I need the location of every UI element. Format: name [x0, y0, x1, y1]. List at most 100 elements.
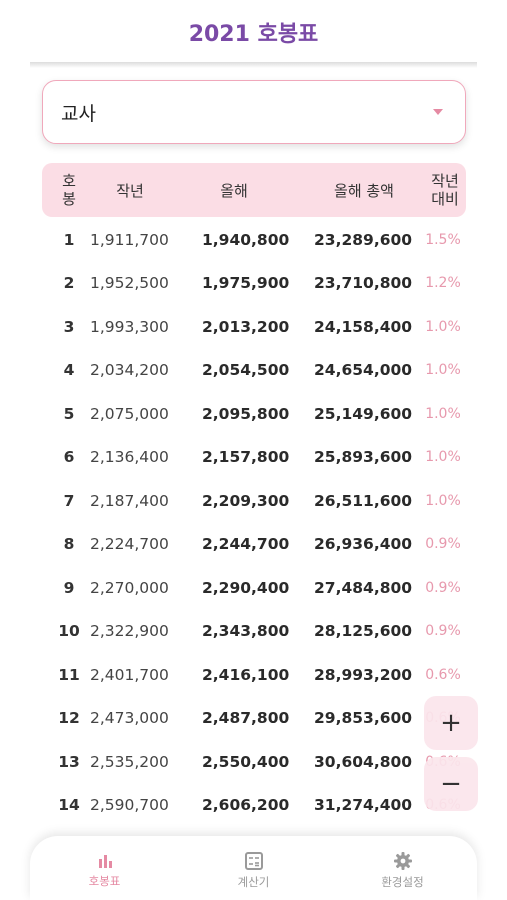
table-row: 9 2,270,000 2,290,400 27,484,800 0.9%	[42, 566, 466, 610]
cell-ratio: 0.9%	[425, 536, 461, 553]
cell-last-year: 1,952,500	[90, 274, 169, 293]
cell-last-year: 2,590,700	[90, 796, 169, 815]
table-row: 5 2,075,000 2,095,800 25,149,600 1.0%	[42, 392, 466, 436]
cell-total: 26,936,400	[314, 535, 413, 554]
cell-step: 2	[63, 274, 75, 293]
cell-this-year: 2,550,400	[202, 752, 290, 771]
table-body: 1 1,911,700 1,940,800 23,289,600 1.5% 2 1,952,…	[42, 218, 466, 827]
cell-step: 3	[63, 317, 75, 336]
cell-step: 12	[58, 709, 80, 728]
cell-step: 5	[63, 404, 75, 423]
job-type-select[interactable]: 교사	[42, 80, 466, 144]
cell-total: 23,710,800	[314, 274, 413, 293]
page-title: 2021 호봉표	[188, 22, 319, 47]
cell-this-year: 2,343,800	[202, 622, 290, 641]
cell-step: 14	[58, 796, 80, 815]
col-header-total: 올해 총액	[334, 181, 394, 200]
cell-ratio: 1.0%	[425, 492, 461, 509]
cell-ratio: 1.0%	[425, 362, 461, 379]
cell-this-year: 2,013,200	[202, 317, 290, 336]
zoom-out-button[interactable]: −	[424, 757, 478, 811]
cell-total: 31,274,400	[314, 796, 413, 815]
nav-item-salary-table[interactable]: 호봉표	[30, 836, 179, 900]
cell-this-year: 1,975,900	[202, 274, 290, 293]
cell-last-year: 2,075,000	[90, 404, 169, 423]
cell-step: 8	[63, 535, 75, 554]
cell-ratio: 0.6%	[425, 666, 461, 683]
cell-ratio: 1.5%	[425, 231, 461, 248]
cell-total: 29,853,600	[314, 709, 413, 728]
table-row: 7 2,187,400 2,209,300 26,511,600 1.0%	[42, 479, 466, 523]
cell-total: 26,511,600	[314, 491, 413, 510]
cell-ratio: 0.9%	[425, 623, 461, 640]
table-row: 8 2,224,700 2,244,700 26,936,400 0.9%	[42, 523, 466, 567]
cell-last-year: 2,535,200	[90, 752, 169, 771]
calculator-icon	[244, 851, 263, 870]
cell-this-year: 2,209,300	[202, 491, 290, 510]
cell-ratio: 1.2%	[425, 275, 461, 292]
cell-total: 25,149,600	[314, 404, 413, 423]
cell-ratio: 0.9%	[425, 579, 461, 596]
table-row: 11 2,401,700 2,416,100 28,993,200 0.6%	[42, 653, 466, 697]
cell-step: 10	[58, 622, 80, 641]
cell-step: 4	[63, 361, 75, 380]
cell-last-year: 2,224,700	[90, 535, 169, 554]
cell-last-year: 1,993,300	[90, 317, 169, 336]
nav-label-settings: 환경설정	[381, 874, 424, 889]
cell-this-year: 2,054,500	[202, 361, 290, 380]
header-shadow	[30, 62, 477, 68]
cell-this-year: 2,244,700	[202, 535, 290, 554]
nav-item-calculator[interactable]: 계산기	[179, 836, 328, 900]
cell-total: 24,158,400	[314, 317, 413, 336]
table-row: 10 2,322,900 2,343,800 28,125,600 0.9%	[42, 610, 466, 654]
cell-last-year: 2,136,400	[90, 448, 169, 467]
bottom-nav: 호봉표 계산기	[30, 836, 477, 900]
cell-step: 11	[58, 665, 80, 684]
zoom-in-button[interactable]: +	[424, 696, 478, 750]
cell-this-year: 2,487,800	[202, 709, 290, 728]
cell-step: 9	[63, 578, 75, 597]
cell-step: 6	[63, 448, 75, 467]
cell-total: 27,484,800	[314, 578, 413, 597]
cell-this-year: 1,940,800	[202, 230, 290, 249]
cell-last-year: 2,322,900	[90, 622, 169, 641]
cell-this-year: 2,157,800	[202, 448, 290, 467]
cell-this-year: 2,416,100	[202, 665, 290, 684]
cell-last-year: 2,401,700	[90, 665, 169, 684]
cell-total: 30,604,800	[314, 752, 413, 771]
cell-total: 25,893,600	[314, 448, 413, 467]
chevron-down-icon	[433, 109, 443, 115]
table-row: 6 2,136,400 2,157,800 25,893,600 1.0%	[42, 436, 466, 480]
cell-this-year: 2,095,800	[202, 404, 290, 423]
cell-total: 28,993,200	[314, 665, 413, 684]
col-header-this-year: 올해	[220, 181, 248, 200]
table-row: 1 1,911,700 1,940,800 23,289,600 1.5%	[42, 218, 466, 262]
cell-ratio: 1.0%	[425, 318, 461, 335]
nav-label-salary-table: 호봉표	[88, 873, 121, 888]
cell-ratio: 1.0%	[425, 405, 461, 422]
cell-last-year: 2,473,000	[90, 709, 169, 728]
cell-step: 1	[63, 230, 75, 249]
cell-total: 24,654,000	[314, 361, 413, 380]
table-row: 4 2,034,200 2,054,500 24,654,000 1.0%	[42, 349, 466, 393]
job-type-value: 교사	[61, 102, 96, 125]
nav-item-settings[interactable]: 환경설정	[328, 836, 477, 900]
col-header-last-year: 작년	[116, 181, 144, 200]
cell-total: 28,125,600	[314, 622, 413, 641]
cell-ratio: 1.0%	[425, 449, 461, 466]
cell-total: 23,289,600	[314, 230, 413, 249]
cell-this-year: 2,606,200	[202, 796, 290, 815]
cell-last-year: 2,034,200	[90, 361, 169, 380]
col-header-ratio: 작년 대비	[431, 172, 459, 208]
gear-icon	[393, 851, 412, 870]
cell-last-year: 1,911,700	[90, 230, 169, 249]
table-row: 2 1,952,500 1,975,900 23,710,800 1.2%	[42, 262, 466, 306]
cell-step: 13	[58, 752, 80, 771]
bar-chart-icon	[98, 854, 112, 868]
nav-label-calculator: 계산기	[237, 874, 270, 889]
